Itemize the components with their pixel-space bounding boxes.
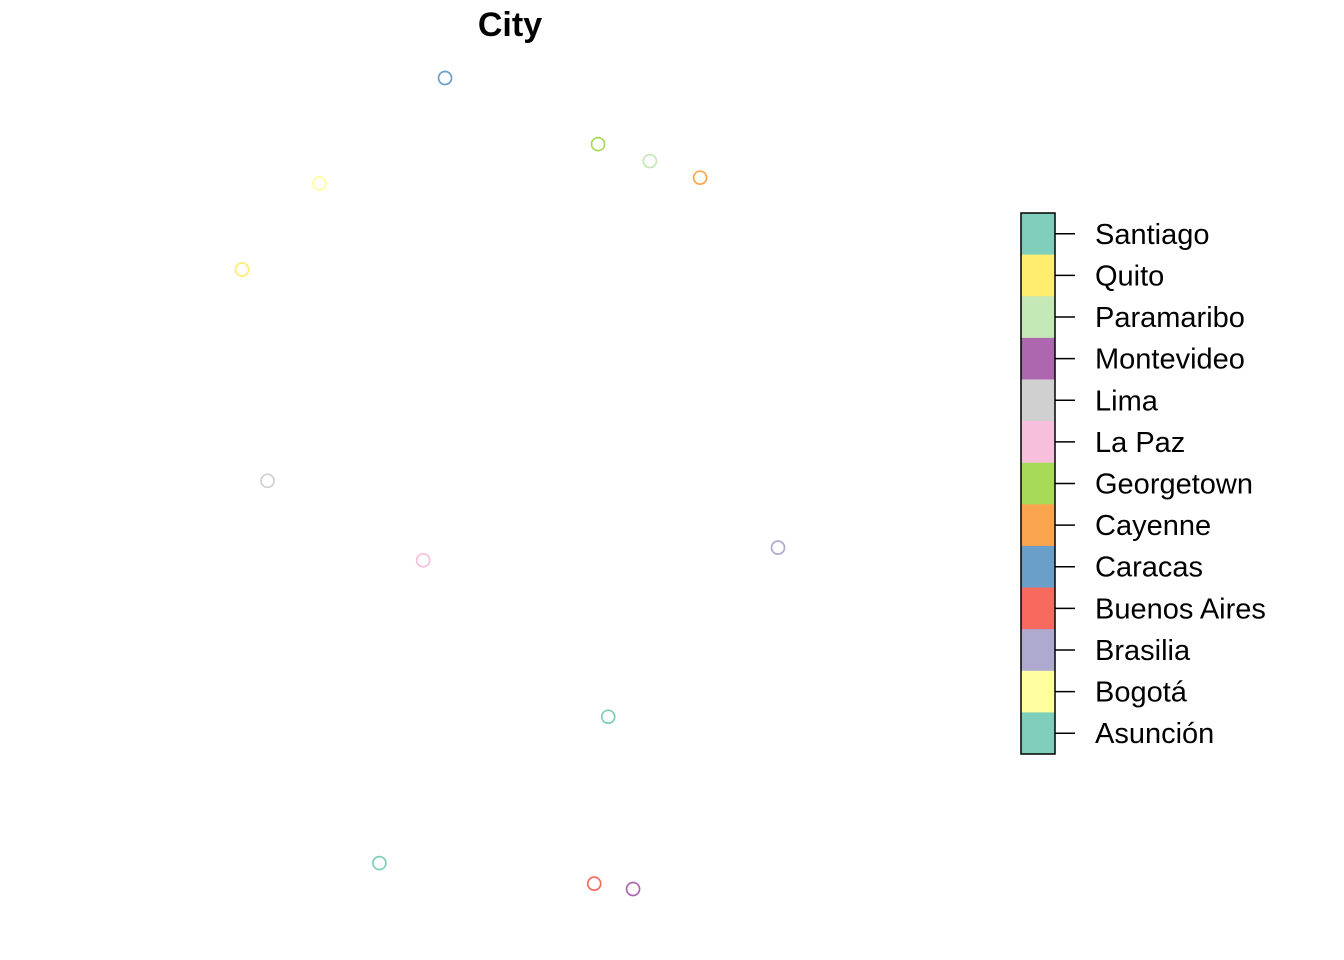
legend-label: Quito xyxy=(1095,260,1164,292)
point-asunci-n xyxy=(600,709,616,725)
legend-swatch xyxy=(1021,421,1055,464)
point-lima xyxy=(260,473,275,489)
legend-swatch xyxy=(1021,629,1055,672)
legend-label: La Paz xyxy=(1095,427,1185,459)
legend-label: Brasilia xyxy=(1095,635,1191,667)
legend-swatch xyxy=(1021,545,1055,589)
point-caracas xyxy=(437,70,453,86)
legend-border xyxy=(1020,212,1056,755)
legend-swatch xyxy=(1021,504,1055,547)
point-brasilia xyxy=(770,540,786,555)
point-cayenne xyxy=(692,170,708,186)
legend-label: Bogotá xyxy=(1095,677,1188,709)
legend-label: Montevideo xyxy=(1095,344,1245,376)
point-la-paz xyxy=(415,552,431,568)
legend-label: Santiago xyxy=(1095,219,1210,251)
point-bogot- xyxy=(312,176,327,191)
legend-swatch xyxy=(1021,213,1055,256)
legend-label: Lima xyxy=(1095,385,1159,417)
legend-label: Caracas xyxy=(1095,552,1203,584)
point-montevideo xyxy=(625,881,641,897)
point-quito xyxy=(234,262,250,277)
legend-swatch xyxy=(1021,587,1055,630)
legend-swatch xyxy=(1021,337,1055,380)
point-santiago xyxy=(372,855,387,871)
legend-swatch xyxy=(1021,712,1055,755)
chart-title: City xyxy=(478,6,542,44)
color-legend: Santiago Quito Paramaribo Montevideo Lima La … xyxy=(1020,212,1266,755)
point-paramaribo xyxy=(642,153,658,169)
legend-swatch xyxy=(1021,670,1055,713)
legend-label: Buenos Aires xyxy=(1095,593,1266,625)
legend-swatch xyxy=(1021,379,1055,422)
point-buenos-aires xyxy=(586,876,602,891)
legend-swatch xyxy=(1021,254,1055,297)
point-georgetown xyxy=(590,136,606,152)
points-layer xyxy=(234,70,786,897)
legend-label: Cayenne xyxy=(1095,510,1211,542)
legend-label: Asunción xyxy=(1095,718,1214,750)
legend-label: Paramaribo xyxy=(1095,302,1245,334)
legend-swatch xyxy=(1021,462,1055,505)
legend-swatch xyxy=(1021,296,1055,339)
legend-label: Georgetown xyxy=(1095,469,1253,501)
